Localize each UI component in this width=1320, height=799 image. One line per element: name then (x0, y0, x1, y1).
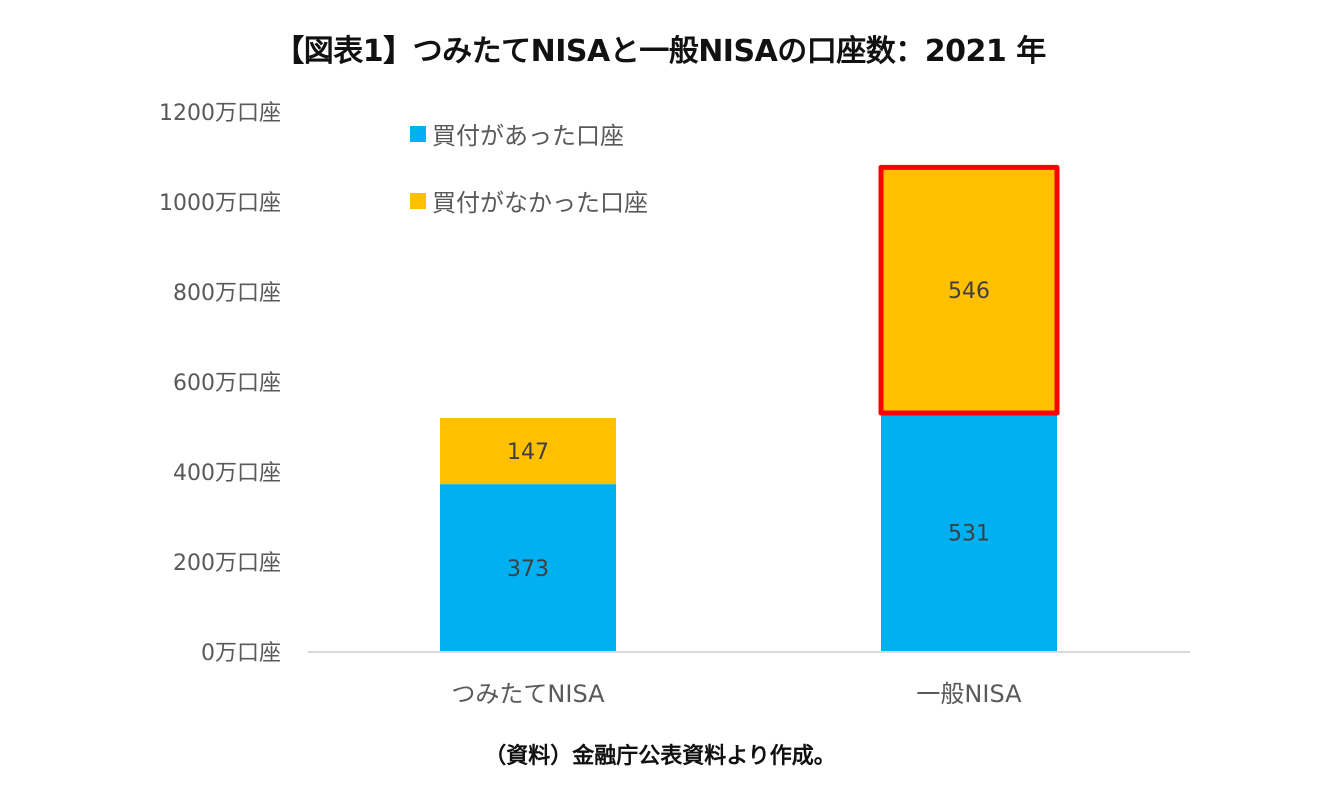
y-tick-label: 0万口座 (201, 641, 281, 666)
bar-segment (440, 484, 616, 652)
legend-label: 買付がなかった口座 (432, 189, 648, 217)
x-category-label: 一般NISA (916, 680, 1022, 708)
y-tick-label: 400万口座 (173, 461, 281, 486)
x-axis: つみたてNISA 一般NISA (451, 680, 1022, 708)
chart-title: 【図表1】つみたてNISAと一般NISAの口座数：2021 年 (274, 34, 1046, 69)
data-label: 531 (948, 522, 990, 547)
x-category-label: つみたてNISA (451, 680, 605, 708)
bar-segment (440, 418, 616, 485)
bar-segment-highlighted (878, 164, 1060, 416)
y-tick-label: 200万口座 (173, 551, 281, 576)
y-tick-label: 600万口座 (173, 371, 281, 396)
bars: 373 147 531 546 (440, 164, 1060, 652)
y-tick-label: 1200万口座 (159, 101, 281, 126)
y-tick-label: 800万口座 (173, 281, 281, 306)
data-label: 546 (948, 279, 990, 304)
data-label: 147 (507, 440, 549, 465)
stacked-bar-chart: 0万口座 200万口座 400万口座 600万口座 800万口座 1000万口座 1200万… (159, 101, 1190, 708)
legend-label: 買付があった口座 (432, 122, 624, 150)
source-note: （資料）金融庁公表資料より作成。 (484, 744, 836, 769)
bar-segment (881, 413, 1057, 652)
y-axis: 0万口座 200万口座 400万口座 600万口座 800万口座 1000万口座 1200万… (159, 101, 281, 666)
legend-swatch (410, 126, 426, 142)
y-tick-label: 1000万口座 (159, 191, 281, 216)
data-label: 373 (507, 557, 549, 582)
legend-swatch (410, 193, 426, 209)
